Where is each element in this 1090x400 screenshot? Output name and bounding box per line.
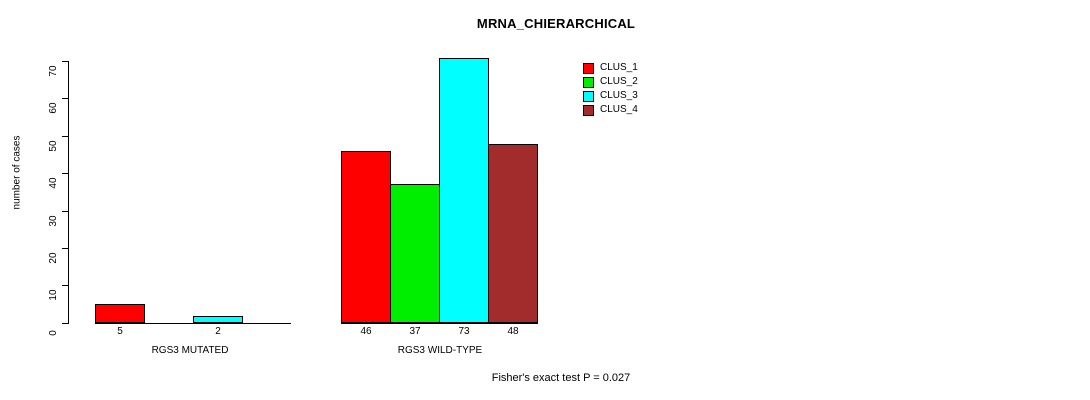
legend-label-clus1: CLUS_1	[600, 62, 638, 73]
legend-swatch-icon-clus2	[583, 76, 594, 88]
legend-label-clus4: CLUS_4	[600, 104, 638, 115]
group-baseline-wildtype	[341, 323, 538, 324]
y-axis-tick-0	[62, 323, 68, 324]
y-axis-line	[68, 61, 69, 324]
group-label-wildtype: RGS3 WILD-TYPE	[397, 345, 483, 356]
legend-item-clus4[interactable]: CLUS_4	[583, 103, 638, 117]
bar-value-mutated-clus1: 5	[117, 326, 123, 337]
legend-swatch-icon-clus4	[583, 104, 594, 116]
legend-item-clus3[interactable]: CLUS_3	[583, 89, 638, 103]
y-axis-tick-30	[62, 211, 68, 212]
y-axis-tick-40	[62, 173, 68, 174]
y-axis-tick-20	[62, 248, 68, 249]
group-baseline-mutated	[95, 323, 291, 324]
bar-wildtype-clus4[interactable]	[488, 144, 538, 323]
bar-value-wildtype-clus2: 37	[409, 326, 421, 337]
y-axis-tick-50	[62, 136, 68, 137]
y-axis-label-30: 30	[48, 215, 59, 227]
y-axis-label-50: 50	[48, 140, 59, 152]
bar-wildtype-clus2[interactable]	[390, 184, 440, 323]
y-axis-label-20: 20	[48, 252, 59, 264]
y-axis-label-10: 10	[48, 289, 59, 301]
bar-wildtype-clus1[interactable]	[341, 151, 391, 323]
group-label-mutated: RGS3 MUTATED	[151, 345, 229, 356]
y-axis-label-70: 70	[48, 65, 59, 77]
legend-swatch-icon-clus3	[583, 90, 594, 102]
y-axis-label-60: 60	[48, 102, 59, 114]
bar-mutated-clus1[interactable]	[95, 304, 145, 323]
bar-value-wildtype-clus1: 46	[360, 326, 372, 337]
bar-wildtype-clus3[interactable]	[439, 58, 489, 323]
page-title: MRNA_CHIERARCHICAL	[0, 16, 1090, 31]
legend-label-clus3: CLUS_3	[600, 90, 638, 101]
bar-value-mutated-clus3: 2	[215, 326, 221, 337]
chart-title-text: MRNA_CHIERARCHICAL	[476, 16, 636, 31]
bar-value-wildtype-clus4: 48	[507, 326, 519, 337]
y-axis-tick-70	[62, 61, 68, 62]
legend-item-clus1[interactable]: CLUS_1	[583, 61, 638, 75]
y-axis-label-40: 40	[48, 177, 59, 189]
bar-value-wildtype-clus3: 73	[458, 326, 470, 337]
legend-item-clus2[interactable]: CLUS_2	[583, 75, 638, 89]
y-axis-title: number of cases	[11, 135, 23, 210]
footnote-text: Fisher's exact test P = 0.027	[491, 372, 631, 384]
statistical-test-annotation: Fisher's exact test P = 0.027	[0, 372, 1090, 384]
y-axis-tick-60	[62, 98, 68, 99]
legend-label-clus2: CLUS_2	[600, 76, 638, 87]
chart-legend: CLUS_1 CLUS_2 CLUS_3 CLUS_4	[583, 61, 638, 117]
legend-swatch-icon-clus1	[583, 62, 594, 74]
y-axis-tick-10	[62, 285, 68, 286]
y-axis-label-0: 0	[48, 330, 59, 336]
bar-mutated-clus3[interactable]	[193, 316, 243, 323]
